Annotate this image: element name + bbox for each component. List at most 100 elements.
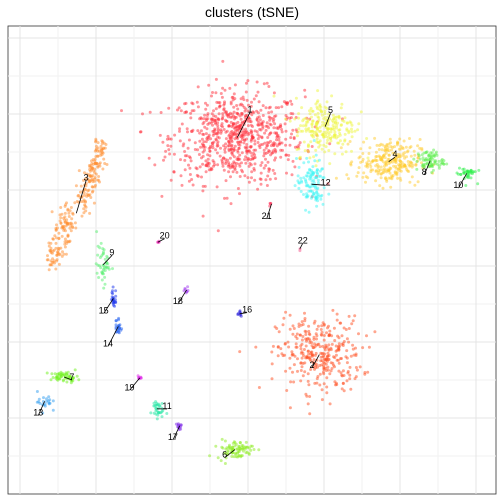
data-point xyxy=(384,151,388,155)
data-point xyxy=(246,176,250,180)
data-point xyxy=(339,146,343,150)
data-point xyxy=(340,334,344,338)
data-point xyxy=(276,345,280,349)
data-point xyxy=(408,164,412,168)
data-point xyxy=(65,372,69,376)
data-point xyxy=(293,184,297,188)
data-point xyxy=(315,327,319,331)
data-point xyxy=(94,140,97,144)
data-point xyxy=(328,372,332,376)
data-point xyxy=(73,221,77,225)
data-point xyxy=(364,164,368,168)
cluster-9-label: 9 xyxy=(109,248,114,258)
data-point xyxy=(476,182,480,186)
data-point xyxy=(47,244,51,248)
data-point xyxy=(272,91,276,95)
data-point xyxy=(232,455,236,459)
data-point xyxy=(201,162,205,166)
data-point xyxy=(319,197,323,201)
data-point xyxy=(304,127,308,131)
data-point xyxy=(96,165,100,169)
data-point xyxy=(320,398,324,402)
data-point xyxy=(61,250,64,254)
data-point xyxy=(280,127,283,131)
data-point xyxy=(149,411,153,415)
data-point xyxy=(412,157,416,161)
data-point xyxy=(178,127,182,131)
data-point xyxy=(147,156,151,160)
data-point xyxy=(232,155,236,159)
data-point xyxy=(314,164,318,168)
data-point xyxy=(352,353,356,357)
data-point xyxy=(155,408,159,412)
data-point xyxy=(42,396,45,400)
data-point xyxy=(105,254,109,258)
data-point xyxy=(334,344,338,348)
cluster-13-leader xyxy=(37,401,45,416)
data-point xyxy=(410,175,414,179)
data-point xyxy=(186,146,190,150)
data-point xyxy=(60,254,64,258)
cluster-7-points xyxy=(45,368,81,385)
data-point xyxy=(238,175,242,178)
data-point xyxy=(403,156,407,160)
data-point xyxy=(331,308,335,312)
data-point xyxy=(84,188,88,192)
data-point xyxy=(152,411,156,415)
data-point xyxy=(278,141,282,145)
data-point xyxy=(355,368,359,372)
data-point xyxy=(303,95,307,99)
data-point xyxy=(239,123,243,127)
data-point xyxy=(205,103,209,107)
data-point xyxy=(295,337,299,340)
data-point xyxy=(431,168,435,172)
data-point xyxy=(236,137,240,140)
data-point xyxy=(348,377,352,381)
data-point xyxy=(191,183,195,187)
data-point xyxy=(357,156,361,160)
data-point xyxy=(253,162,257,166)
data-point xyxy=(87,188,91,192)
cluster-4-leader xyxy=(388,156,396,163)
data-point xyxy=(265,124,269,128)
data-point xyxy=(323,150,327,154)
data-point xyxy=(160,415,164,419)
data-point xyxy=(310,145,314,148)
data-point xyxy=(423,158,427,162)
data-point xyxy=(54,236,58,240)
data-point xyxy=(376,172,380,176)
data-point xyxy=(51,257,55,261)
data-point xyxy=(255,118,259,122)
data-point xyxy=(210,94,213,98)
data-point xyxy=(84,205,88,209)
data-point xyxy=(391,145,395,149)
data-point xyxy=(323,357,327,361)
data-point xyxy=(229,115,232,119)
data-point xyxy=(220,122,224,126)
data-point xyxy=(106,265,110,269)
data-point xyxy=(266,136,270,139)
data-point xyxy=(269,144,273,148)
data-point xyxy=(100,150,104,154)
data-point xyxy=(459,173,463,176)
data-point xyxy=(357,122,361,126)
data-point xyxy=(227,147,231,151)
data-point xyxy=(49,246,53,250)
data-point xyxy=(323,109,327,113)
data-point xyxy=(316,181,320,185)
data-point xyxy=(220,117,224,121)
data-point xyxy=(322,322,326,326)
data-point xyxy=(163,155,167,159)
data-point xyxy=(77,169,81,173)
data-point xyxy=(241,95,245,99)
data-point xyxy=(382,164,386,168)
cluster-4-label: 4 xyxy=(392,149,397,159)
data-point xyxy=(412,149,416,153)
data-point xyxy=(311,133,315,137)
data-point xyxy=(254,94,258,98)
data-point xyxy=(296,179,300,183)
data-point xyxy=(99,144,103,148)
data-point xyxy=(353,129,357,133)
data-point xyxy=(308,109,311,113)
data-point xyxy=(204,159,208,163)
